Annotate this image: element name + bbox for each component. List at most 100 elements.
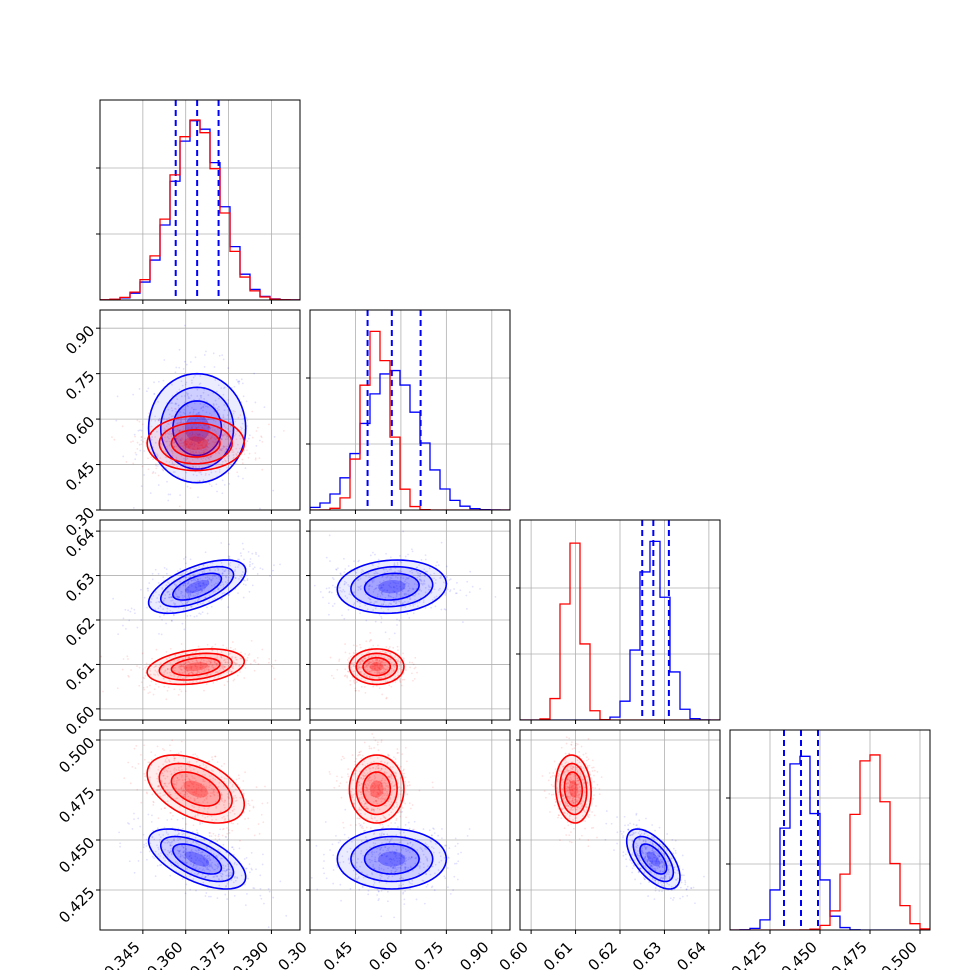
scatter-point [246,419,249,422]
scatter-point [252,568,255,570]
scatter-point [164,807,166,809]
scatter-point [396,645,399,648]
scatter-point [208,660,210,662]
scatter-point [199,433,201,436]
scatter-point [198,434,201,436]
scatter-point [340,776,343,779]
scatter-point [259,439,261,442]
scatter-point [217,451,220,453]
scatter-point [173,675,176,677]
scatter-point [228,670,231,673]
scatter-point [173,603,176,606]
scatter-point [180,665,183,668]
scatter-point [130,669,132,671]
scatter-point [189,436,191,438]
scatter-point [168,431,171,433]
scatter-point [122,624,124,627]
scatter-point [229,442,232,445]
scatter-point [185,576,188,579]
scatter-point [216,656,219,659]
scatter-point [176,437,178,440]
scatter-point [135,744,138,747]
scatter-point [234,663,237,666]
scatter-point [196,457,199,460]
scatter-point [188,583,191,586]
scatter-point [185,471,188,474]
scatter-point [378,829,381,831]
scatter-point [205,456,208,459]
scatter-point [215,663,218,666]
scatter-point [193,436,195,439]
scatter-point [224,893,227,896]
scatter-point [206,421,209,424]
scatter-point [233,895,236,897]
scatter-point [193,402,196,405]
scatter-point [164,433,167,436]
scatter-point [233,432,236,434]
scatter-point [343,757,345,760]
scatter-point [199,661,202,663]
scatter-point [151,793,154,796]
scatter-point [212,440,214,443]
scatter-point [165,651,168,653]
scatter-point [255,786,258,789]
scatter-point [223,665,226,668]
scatter-point [195,680,198,682]
scatter-point [128,860,131,863]
scatter-point [210,646,213,649]
scatter-point [202,447,205,450]
scatter-point [166,447,169,450]
scatter-point [145,662,148,665]
scatter-point [411,548,413,551]
scatter-point [367,893,370,896]
scatter-point [208,483,211,486]
scatter-point [214,438,217,441]
scatter-point [212,599,214,601]
scatter-point [216,897,219,900]
scatter-point [405,669,407,672]
scatter-point [179,442,182,445]
scatter-point [234,662,237,664]
scatter-point [323,872,326,875]
scatter-point [155,464,158,467]
scatter-point [173,446,175,448]
scatter-point [206,452,208,455]
scatter-point [141,465,144,468]
scatter-point [196,395,199,397]
scatter-point [202,581,205,584]
scatter-point [135,453,138,456]
scatter-point [193,423,196,426]
scatter-point [190,441,193,444]
scatter-point [209,438,212,440]
scatter-point [177,418,180,421]
scatter-point [339,573,342,576]
scatter-point [223,386,226,389]
scatter-point [202,405,205,408]
scatter-point [240,378,243,381]
scatter-point [249,662,252,665]
scatter-point [175,456,178,459]
scatter-point [102,690,104,693]
scatter-point [212,667,215,670]
scatter-point [192,824,195,827]
scatter-point [199,585,202,587]
scatter-point [231,449,234,451]
scatter-point [143,843,146,846]
scatter-point [336,567,339,570]
scatter-point [331,843,334,846]
scatter-point [225,460,227,463]
scatter-point [369,631,372,634]
scatter-point [210,580,213,583]
scatter-point [219,434,222,437]
scatter-point [435,564,437,567]
scatter-point [189,665,192,668]
scatter-point [189,593,192,596]
scatter-point [205,460,208,462]
scatter-point [180,669,183,672]
scatter-point [238,577,240,580]
scatter-point [471,585,474,588]
scatter-point [251,562,254,565]
scatter-point [330,674,333,677]
scatter-point [175,584,178,586]
